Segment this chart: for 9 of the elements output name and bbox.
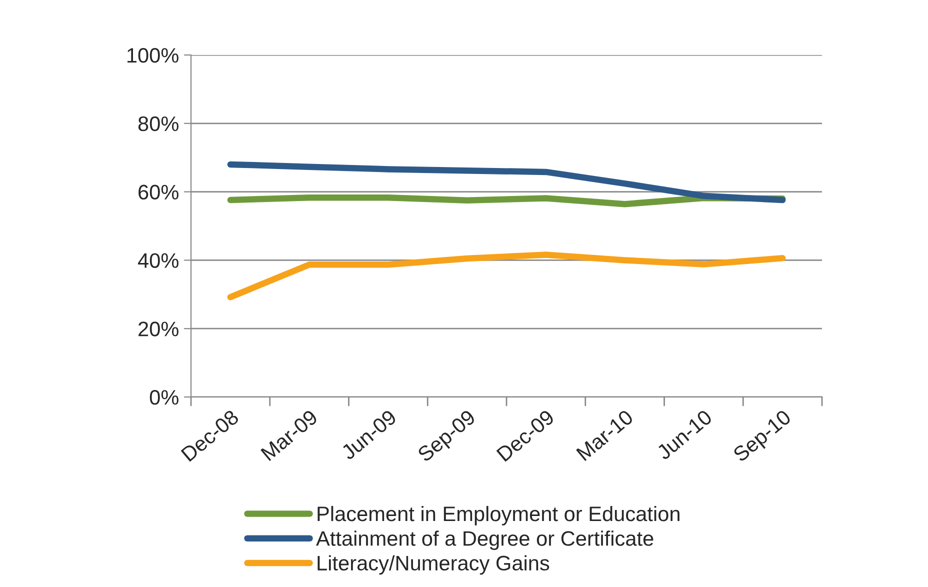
y-tick-label: 0% (150, 390, 178, 405)
legend-label: Literacy/Numeracy Gains (318, 555, 550, 575)
legend-label: Placement in Employment or Education (318, 506, 680, 526)
y-tick-label: 60% (138, 184, 178, 200)
y-tick-label: 40% (138, 253, 178, 268)
legend-label: Attainment of a Degree or Certificate (316, 530, 654, 550)
y-tick-label: 100% (128, 48, 178, 63)
y-tick-label: 80% (138, 116, 178, 132)
y-tick-label: 20% (138, 322, 178, 336)
